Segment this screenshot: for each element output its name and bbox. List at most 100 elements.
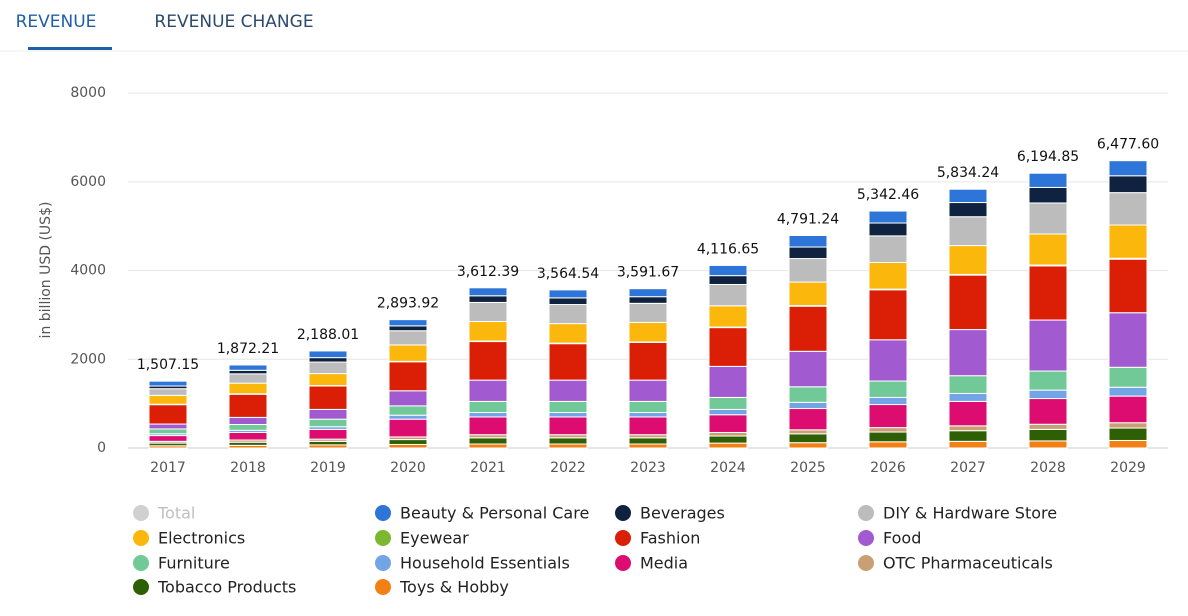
bar-segment [869, 432, 907, 442]
bar-segment [869, 223, 907, 236]
y-tick-label: 4000 [70, 263, 106, 279]
legend-swatch [133, 505, 149, 521]
bar-segment [229, 417, 267, 424]
legend-swatch [375, 505, 391, 521]
bar-segment [869, 442, 907, 448]
x-tick-label: 2018 [230, 460, 266, 476]
legend-swatch [858, 530, 874, 546]
bar-segment [549, 438, 587, 444]
bar-segment [229, 394, 267, 417]
bar-segment [1029, 203, 1067, 234]
bar-segment [789, 443, 827, 448]
bar-segment [629, 297, 667, 304]
y-tick-label: 2000 [70, 351, 106, 367]
bar-segment [709, 366, 747, 397]
bar-segment [1109, 176, 1147, 193]
tab-revenue-change[interactable]: REVENUE CHANGE [154, 12, 313, 32]
bar-segment [789, 351, 827, 386]
bar-segment [309, 441, 347, 445]
bar-segment [789, 402, 827, 408]
bar-segment [709, 436, 747, 443]
bar-segment [229, 365, 267, 370]
bar-segment [149, 436, 187, 442]
legend-swatch [615, 530, 631, 546]
bar-segment [389, 419, 427, 437]
bar-segment [709, 306, 747, 327]
legend-swatch [133, 555, 149, 571]
bar-segment [309, 374, 347, 386]
legend-label: Food [883, 529, 921, 548]
total-label: 1,507.15 [137, 357, 199, 373]
y-tick-label: 8000 [70, 85, 106, 101]
bar-segment [1109, 396, 1147, 423]
x-tick-label: 2026 [870, 460, 906, 476]
bar-segment [1029, 234, 1067, 265]
bar-segment [469, 444, 507, 448]
bar-segment [949, 189, 987, 202]
bar-segment [1109, 440, 1147, 448]
total-label: 4,116.65 [697, 241, 759, 257]
bar-segment [869, 290, 907, 340]
bar-segment [1029, 390, 1067, 398]
bar-segment [709, 432, 747, 436]
bar-segment [789, 247, 827, 259]
bar-segment [1029, 371, 1067, 390]
bar-segment [709, 443, 747, 448]
bar-segment [1109, 428, 1147, 440]
legend-swatch [615, 505, 631, 521]
bar-segment [709, 409, 747, 414]
x-tick-label: 2022 [550, 460, 586, 476]
bar-segment [149, 405, 187, 424]
bar-segment [309, 409, 347, 419]
bar-segment [629, 380, 667, 401]
bar-segment [229, 383, 267, 394]
bar-segment [949, 401, 987, 425]
bar-segment [309, 429, 347, 439]
x-tick-label: 2025 [790, 460, 826, 476]
bar-segment [389, 362, 427, 391]
legend-swatch [133, 579, 149, 595]
legend-label: Media [640, 554, 688, 573]
bar-segment [229, 370, 267, 374]
bar-segment [949, 203, 987, 217]
total-label: 3,591.67 [617, 265, 679, 281]
legend-label: Beverages [640, 504, 725, 523]
bar-segment [149, 395, 187, 404]
bar-segment [1029, 320, 1067, 371]
bar-segment [549, 298, 587, 305]
bar-segment [949, 217, 987, 246]
x-tick-label: 2023 [630, 460, 666, 476]
bar-segment [389, 391, 427, 406]
legend-label: Tobacco Products [157, 578, 296, 597]
bar-segment [949, 330, 987, 376]
bar-segment [229, 432, 267, 440]
x-tick-label: 2017 [150, 460, 186, 476]
bar-segment [949, 426, 987, 431]
bar-segment [309, 386, 347, 409]
y-axis-label: in billion USD (US$) [38, 202, 54, 339]
bar-segment [549, 305, 587, 324]
bar-segment [629, 289, 667, 297]
bar-segment [789, 434, 827, 443]
bar-segment [309, 419, 347, 427]
bar-segment [949, 393, 987, 401]
bar-segment [629, 322, 667, 342]
bar-segment [1109, 367, 1147, 387]
y-tick-label: 6000 [70, 174, 106, 190]
bar-segment [869, 405, 907, 428]
legend-swatch [375, 579, 391, 595]
bar-segment [709, 328, 747, 367]
bar-segment [869, 428, 907, 432]
tab-revenue[interactable]: REVENUE [16, 12, 97, 32]
bar-segment [789, 430, 827, 434]
bar-segment [869, 262, 907, 289]
bar-segment [709, 276, 747, 285]
bar-segment [1029, 441, 1067, 448]
total-label: 5,342.46 [857, 187, 919, 203]
bar-segment [1029, 399, 1067, 425]
total-label: 2,893.92 [377, 296, 439, 312]
bar-segment [469, 401, 507, 412]
bar-segment [629, 444, 667, 448]
x-tick-label: 2021 [470, 460, 506, 476]
